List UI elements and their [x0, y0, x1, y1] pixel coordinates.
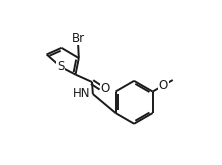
Text: S: S — [57, 60, 64, 73]
Text: O: O — [159, 79, 168, 92]
Text: HN: HN — [72, 87, 90, 100]
Text: O: O — [101, 82, 110, 95]
Text: Br: Br — [71, 32, 85, 45]
